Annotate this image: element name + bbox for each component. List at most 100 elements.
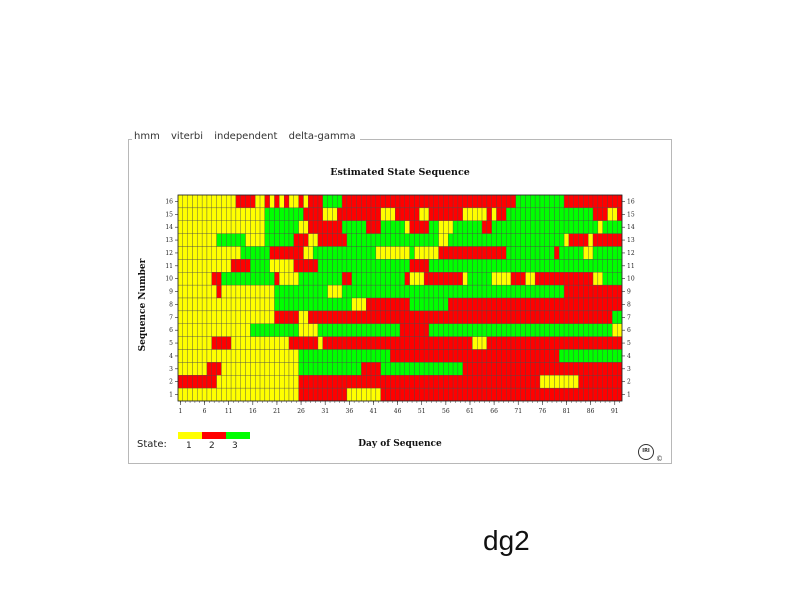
heatmap-cell <box>327 349 333 363</box>
legend-label-state-1: 1 <box>186 441 192 451</box>
heatmap-cell <box>327 194 333 209</box>
heatmap-cell <box>583 336 589 350</box>
y-tick-label-right: 16 <box>627 198 635 205</box>
heatmap-cell <box>404 387 410 402</box>
heatmap-cell <box>255 246 261 260</box>
breadcrumb-item-viterbi[interactable]: viterbi <box>171 131 204 142</box>
heatmap-cell <box>448 284 454 299</box>
heatmap-cell <box>327 259 333 273</box>
heatmap-cell <box>597 220 603 234</box>
heatmap-cell <box>530 220 536 234</box>
heatmap-cell <box>337 375 343 389</box>
heatmap-cell <box>467 297 473 312</box>
heatmap-cell <box>438 284 444 299</box>
heatmap-cell <box>481 310 488 324</box>
breadcrumb-item-independent[interactable]: independent <box>214 131 278 142</box>
heatmap-cell <box>279 233 285 247</box>
y-tick-label-left: 8 <box>169 301 173 308</box>
heatmap-cell <box>206 259 212 273</box>
heatmap-cell <box>486 375 492 389</box>
heatmap-cell <box>177 297 184 312</box>
heatmap-cell <box>452 246 459 260</box>
heatmap-cell <box>428 272 434 286</box>
heatmap-cell <box>394 362 401 376</box>
heatmap-cell <box>559 207 565 221</box>
heatmap-cell <box>404 259 410 273</box>
breadcrumb-item-hmm[interactable]: hmm <box>134 131 160 142</box>
heatmap-cell <box>187 323 193 337</box>
heatmap-cell <box>332 233 338 247</box>
heatmap-cell <box>501 259 507 273</box>
heatmap-cell <box>404 284 410 299</box>
heatmap-cell <box>356 375 362 389</box>
heatmap-cell <box>505 272 512 286</box>
heatmap-cell <box>462 297 468 312</box>
heatmap-cell <box>467 220 473 234</box>
heatmap-cell <box>240 259 246 273</box>
heatmap-cell <box>288 246 295 260</box>
heatmap-cell <box>240 375 246 389</box>
heatmap-cell <box>250 375 256 389</box>
heatmap-cell <box>530 387 536 402</box>
heatmap-cell <box>182 310 188 324</box>
heatmap-cell <box>322 284 328 299</box>
heatmap-cell <box>486 323 492 337</box>
heatmap-cell <box>452 194 459 209</box>
heatmap-cell <box>380 349 386 363</box>
heatmap-cell <box>530 272 536 286</box>
heatmap-cell <box>317 194 323 209</box>
heatmap-cell <box>303 194 309 209</box>
breadcrumb-item-delta-gamma[interactable]: delta-gamma <box>288 131 356 142</box>
heatmap-cell <box>187 233 193 247</box>
heatmap-cell <box>477 246 483 260</box>
heatmap-cell <box>428 387 434 402</box>
heatmap-cell <box>477 349 483 363</box>
heatmap-cell <box>404 362 410 376</box>
heatmap-cell <box>433 233 439 247</box>
heatmap-cell <box>187 259 193 273</box>
heatmap-cell <box>549 284 555 299</box>
heatmap-cell <box>612 362 618 376</box>
heatmap-cell <box>216 233 222 247</box>
heatmap-cell <box>264 284 270 299</box>
heatmap-cell <box>177 284 184 299</box>
heatmap-cell <box>462 336 468 350</box>
heatmap-cell <box>226 284 232 299</box>
heatmap-cell <box>269 259 275 273</box>
heatmap-cell <box>452 207 459 221</box>
heatmap-cell <box>327 297 333 312</box>
heatmap-cell <box>573 310 579 324</box>
heatmap-cell <box>414 323 420 337</box>
heatmap-cell <box>491 246 497 260</box>
heatmap-cell <box>602 259 608 273</box>
heatmap-cell <box>477 387 483 402</box>
heatmap-cell <box>399 336 406 350</box>
heatmap-cell <box>443 207 449 221</box>
heatmap-cell <box>563 259 570 273</box>
heatmap-cell <box>240 336 246 350</box>
heatmap-cell <box>206 272 212 286</box>
heatmap-cell <box>283 310 290 324</box>
heatmap-cell <box>414 259 420 273</box>
heatmap-cell <box>486 336 492 350</box>
heatmap-cell <box>361 220 367 234</box>
heatmap-cell <box>539 336 545 350</box>
heatmap-cell <box>588 207 594 221</box>
x-tick-label: 61 <box>466 408 474 415</box>
heatmap-cell <box>264 297 270 312</box>
heatmap-cell <box>385 362 391 376</box>
heatmap-cell <box>588 297 594 312</box>
heatmap-cell <box>588 349 594 363</box>
heatmap-cell <box>462 310 468 324</box>
heatmap-cell <box>525 284 531 299</box>
state-sequence-heatmap: Estimated State Sequence 1 6 11 16 21 26 31 36 4… <box>138 167 635 449</box>
heatmap-cell <box>206 310 212 324</box>
heatmap-cell <box>221 297 227 312</box>
heatmap-cell <box>559 272 565 286</box>
heatmap-cell <box>327 272 333 286</box>
heatmap-cell <box>549 336 555 350</box>
heatmap-cell <box>612 246 618 260</box>
heatmap-cell <box>612 272 618 286</box>
heatmap-cell <box>322 194 328 209</box>
heatmap-cell <box>578 323 584 337</box>
